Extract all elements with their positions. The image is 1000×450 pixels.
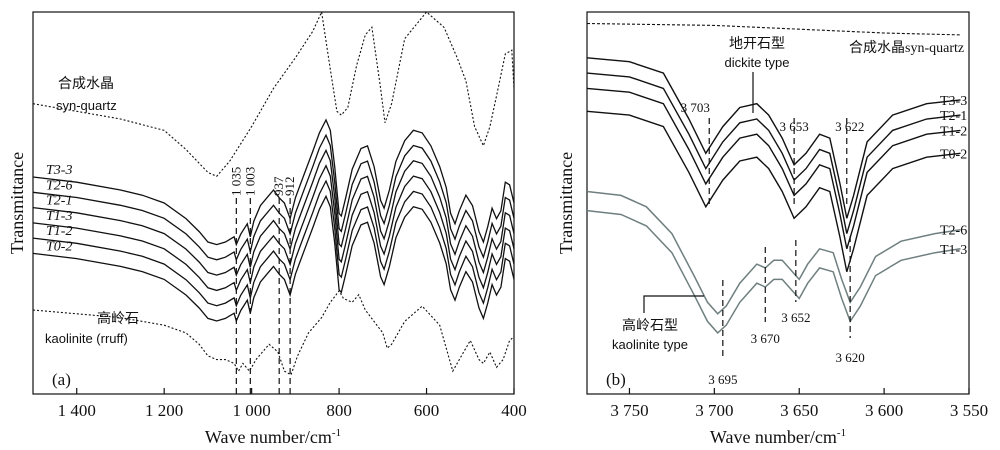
panel-b-reference-line-0 — [586, 22, 961, 36]
panel-a-series-line-0 — [32, 118, 515, 247]
panel-b-marker-label-3: 3 695 — [708, 372, 737, 387]
panel-b-marker-label-5: 3 652 — [781, 310, 810, 325]
panel-b-xtick-label-4: 3 550 — [950, 401, 988, 420]
panel-a-series-label-0: T3-3 — [46, 163, 72, 178]
panel-b-xtick-label-3: 3 600 — [865, 401, 903, 420]
quartz-label-cn: 合成水晶 — [58, 76, 114, 92]
panel-a-label: (a) — [52, 370, 71, 389]
panel-b-xlabel-text: Wave number/cm — [710, 427, 837, 447]
panel-b-dickite-label-2: T1-2 — [940, 124, 967, 139]
panel-b-kaolinite-label-0: T2-6 — [940, 224, 967, 239]
panel-a-xtick-label-3: 800 — [326, 401, 352, 420]
panel-b-dickite-line-3 — [586, 110, 961, 272]
panel-a-series-line-3 — [32, 164, 515, 293]
panel-b-marker-label-6: 3 620 — [836, 350, 865, 365]
panel-b-kaolinite-label-1: T1-3 — [940, 243, 967, 258]
panel-a-series-label-2: T2-1 — [46, 194, 72, 209]
kaolinite-label-cn: 高岭石 — [97, 310, 139, 327]
dickite-label-cn: 地开石型 — [729, 36, 785, 52]
panel-a-xlabel-text: Wave number/cm — [205, 427, 332, 447]
panel-b-marker-label-2: 3 622 — [835, 119, 864, 134]
panel-a-xtick-label-4: 600 — [414, 401, 440, 420]
panel-b-dickite-label-0: T3-3 — [940, 94, 967, 109]
panel-b-frame — [586, 11, 970, 395]
panel-b-labels: T3-3T2-1T1-2 T0-2 T2-6 T1-3 3 703 3 653 3 622 3… — [681, 94, 968, 387]
panel-a-series-label-4: T1-2 — [46, 224, 72, 239]
panel-b-ticks: 3 750 3 700 3 650 3 600 3 550 — [610, 388, 988, 420]
panel-b-label: (b) — [606, 370, 626, 389]
panel-a-marker-label-3: 912 — [282, 177, 297, 197]
panel-a-marker-label-1: 1 003 — [242, 167, 257, 196]
panel-b-kaolinite-line-1 — [586, 209, 961, 334]
kaolinite-label-en: kaolinite (rruff) — [45, 331, 128, 346]
quartz-label-b: 合成水晶syn-quartz — [849, 40, 964, 56]
panel-a-series-label-1: T2-6 — [46, 178, 72, 193]
panel-b-marker-label-0: 3 703 — [681, 100, 710, 115]
panel-b-dickite-line-2 — [586, 87, 961, 249]
panel-a-series-line-1 — [32, 133, 515, 262]
panel-b-marker-label-4: 3 670 — [751, 331, 780, 346]
panel-a-series-line-4 — [32, 179, 515, 308]
panel-b-dickite-line-0 — [586, 57, 961, 219]
panel-a-xtick-label-5: 400 — [501, 401, 527, 420]
panel-b-dickite-label-3: T0-2 — [940, 147, 967, 162]
panel-a-xlabel-sup: -1 — [332, 427, 341, 439]
panel-a-xtick-label-1: 1 200 — [145, 401, 183, 420]
panel-a: 1 400 1 200 1 000 800 600 400 T3-3T2-6T2-1T1-… — [7, 10, 527, 447]
panel-b-ylabel: Transmittance — [556, 152, 576, 254]
panel-b-plot — [586, 22, 961, 356]
panel-a-series-line-2 — [32, 148, 515, 278]
panel-a-xtick-label-2: 1 000 — [233, 401, 271, 420]
panel-b-xlabel-sup: -1 — [837, 427, 846, 439]
kaolinite-pointer — [643, 295, 704, 313]
panel-a-ticks: 1 400 1 200 1 000 800 600 400 — [58, 388, 527, 420]
panel-a-ylabel: Transmittance — [7, 152, 27, 254]
panel-b-kaolinite-line-0 — [586, 190, 961, 315]
quartz-label-en: syn-quartz — [56, 98, 117, 113]
panel-a-xtick-label-0: 1 400 — [58, 401, 96, 420]
panel-a-series-label-3: T1-3 — [46, 209, 72, 224]
panel-a-reference-line-0 — [32, 10, 515, 177]
panel-b-xtick-label-1: 3 700 — [695, 401, 733, 420]
kaolinite-type-en: kaolinite type — [612, 337, 688, 352]
kaolinite-type-cn: 高岭石型 — [622, 317, 678, 334]
panel-b: 3 750 3 700 3 650 3 600 3 550 T3-3T2-1T1-2 T0… — [556, 11, 988, 447]
panel-a-plot — [32, 10, 515, 394]
dickite-label-en: dickite type — [724, 55, 789, 70]
panel-b-xtick-label-0: 3 750 — [610, 401, 648, 420]
panel-b-xlabel: Wave number/cm-1 — [710, 427, 846, 447]
panel-b-xtick-label-2: 3 650 — [780, 401, 818, 420]
panel-a-series-line-5 — [32, 194, 515, 323]
panel-a-marker-label-2: 937 — [271, 176, 286, 196]
panel-b-marker-label-1: 3 653 — [780, 119, 809, 134]
panel-b-dickite-label-1: T2-1 — [940, 109, 967, 124]
panel-a-xlabel: Wave number/cm-1 — [205, 427, 341, 447]
panel-a-series-label-5: T0-2 — [46, 239, 72, 254]
panel-a-marker-label-0: 1 035 — [228, 167, 243, 196]
